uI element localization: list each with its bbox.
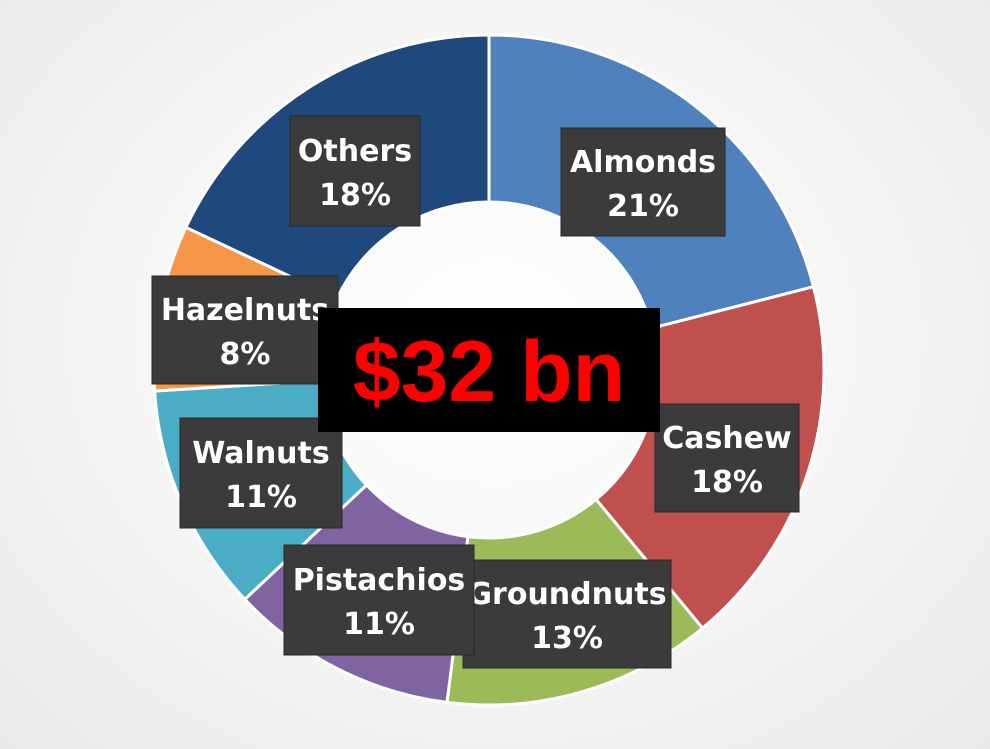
slice-label-others: Others 18% <box>289 115 421 227</box>
slice-name-label: Cashew <box>662 421 792 456</box>
slice-name-label: Walnuts <box>192 436 329 471</box>
center-label-box <box>318 308 660 432</box>
slice-percent-label: 18% <box>319 178 391 213</box>
slice-label-almonds: Almonds 21% <box>560 127 726 237</box>
slice-percent-label: 11% <box>225 480 297 515</box>
label-box <box>462 559 672 669</box>
label-box <box>179 417 343 529</box>
center-total: $32 bn <box>318 308 660 432</box>
slice-name-label: Others <box>298 134 412 169</box>
label-box <box>151 275 339 385</box>
slice-label-groundnuts: Groundnuts 13% <box>462 559 672 669</box>
label-box <box>289 115 421 227</box>
label-box <box>654 403 800 513</box>
slice-name-label: Groundnuts <box>467 577 666 612</box>
slice-percent-label: 13% <box>531 621 603 656</box>
slice-label-hazelnuts: Hazelnuts 8% <box>151 275 339 385</box>
label-box <box>560 127 726 237</box>
slice-percent-label: 18% <box>691 465 763 500</box>
slice-name-label: Hazelnuts <box>161 293 329 328</box>
slice-name-label: Almonds <box>570 145 716 180</box>
slice-label-walnuts: Walnuts 11% <box>179 417 343 529</box>
slice-label-cashew: Cashew 18% <box>654 403 800 513</box>
slice-percent-label: 21% <box>607 189 679 224</box>
slice-percent-label: 11% <box>343 607 415 642</box>
slice-labels: Almonds 21% Cashew 18% Groundnuts 13% Pistachi… <box>151 115 800 669</box>
label-box <box>283 544 475 656</box>
slice-percent-label: 8% <box>220 337 271 372</box>
slice-label-pistachios: Pistachios 11% <box>283 544 475 656</box>
slice-name-label: Pistachios <box>293 563 466 598</box>
center-total-label: $32 bn <box>353 324 625 420</box>
